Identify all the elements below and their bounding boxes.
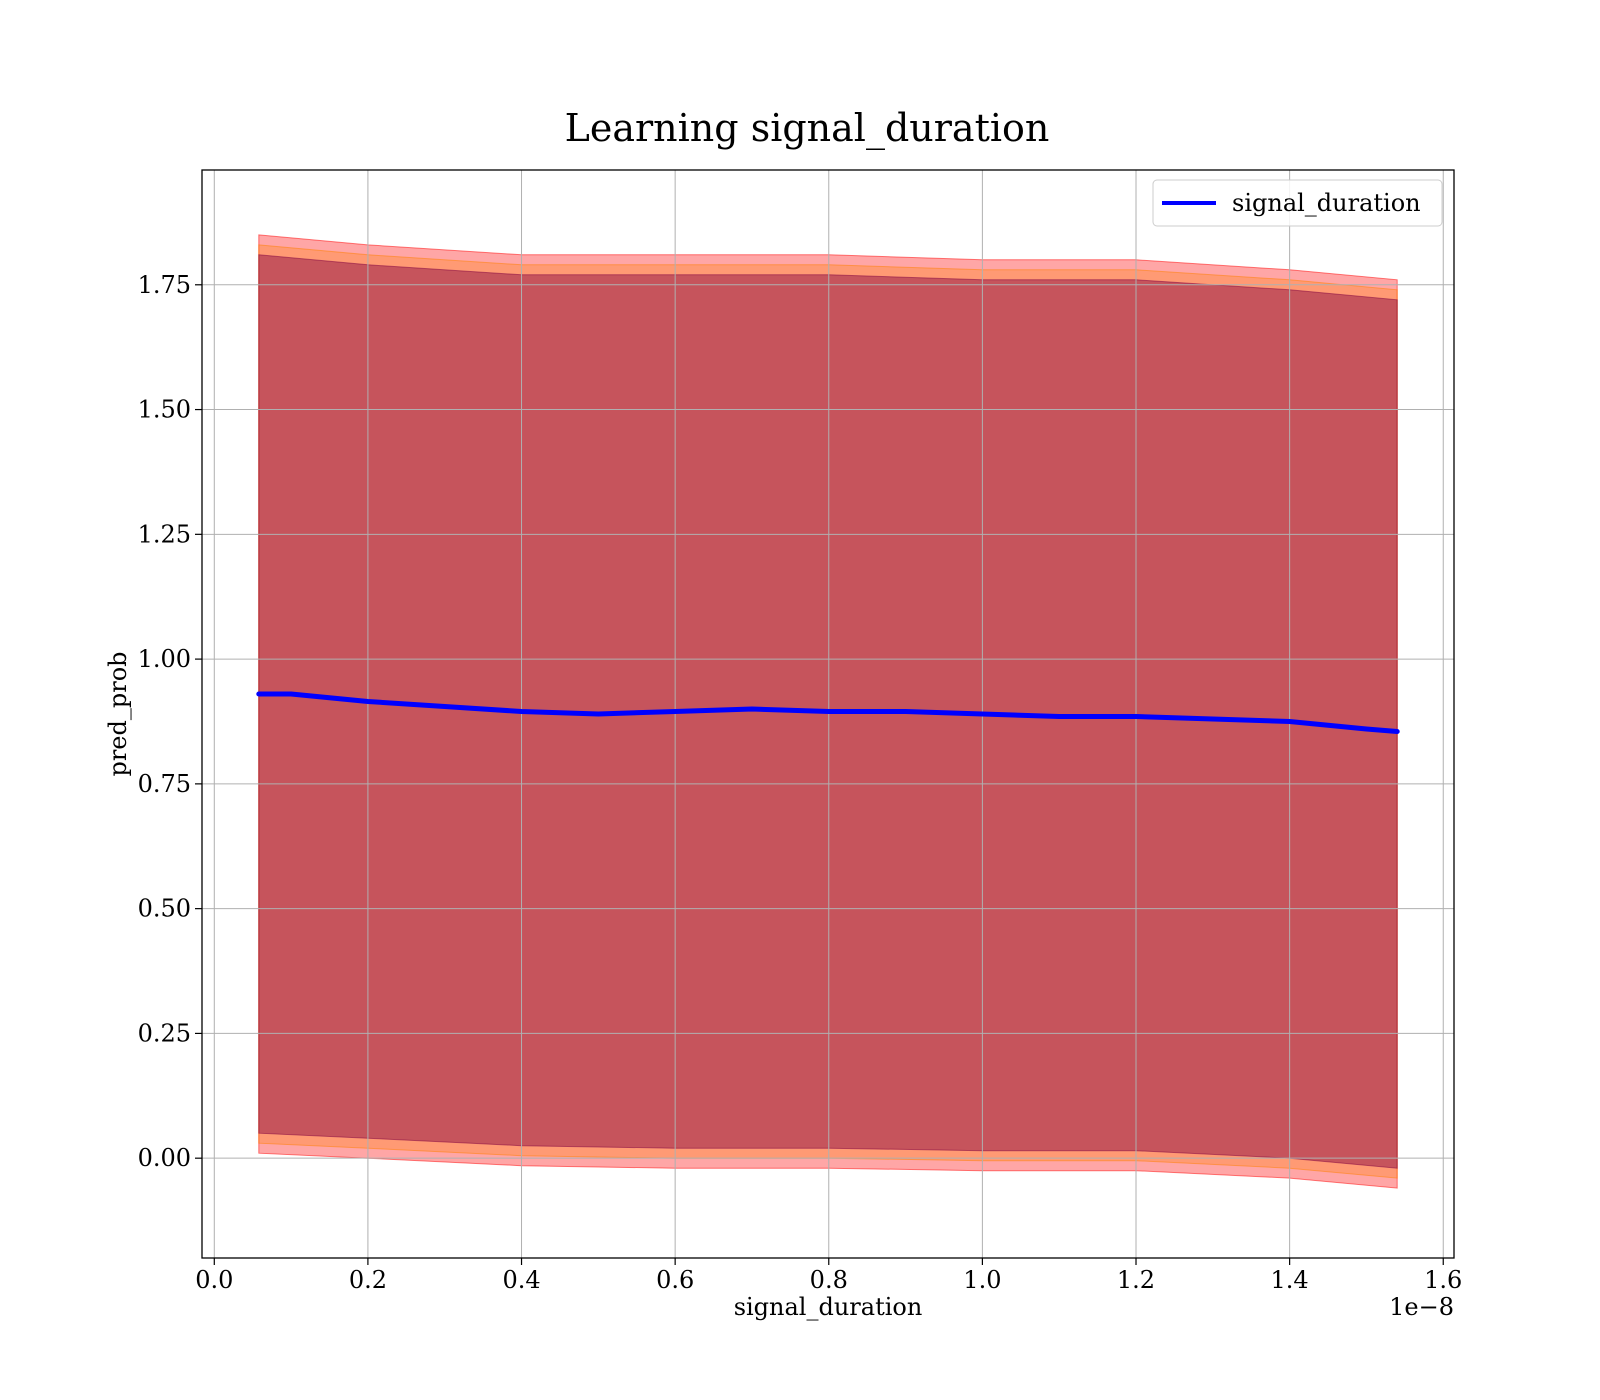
x-tick-label: 0.2 xyxy=(349,1266,387,1294)
legend-label: signal_duration xyxy=(1232,189,1421,217)
y-tick-label: 1.25 xyxy=(138,520,191,548)
x-axis-ticks: 0.0 0.2 0.4 0.6 0.8 1.0 1.2 1.4 1.6 xyxy=(195,1258,1462,1294)
x-tick-label: 0.8 xyxy=(810,1266,848,1294)
y-tick-label: 0.50 xyxy=(138,895,191,923)
legend: signal_duration xyxy=(1152,179,1443,227)
legend-box xyxy=(1152,179,1443,227)
x-tick-label: 1.4 xyxy=(1271,1266,1309,1294)
x-tick-label: 0.0 xyxy=(195,1266,233,1294)
y-tick-label: 1.75 xyxy=(138,271,191,299)
x-tick-label: 0.4 xyxy=(502,1266,540,1294)
plot-area xyxy=(201,169,1455,1259)
x-tick-label: 1.6 xyxy=(1424,1266,1462,1294)
x-tick-label: 1.0 xyxy=(963,1266,1001,1294)
chart-title: Learning signal_duration xyxy=(565,106,1050,151)
series-layer xyxy=(256,691,1400,734)
axes-frame xyxy=(201,169,1455,1259)
x-axis-label: signal_duration xyxy=(734,1293,923,1321)
y-tick-label: 0.25 xyxy=(138,1019,191,1047)
series-line-0 xyxy=(256,691,1400,734)
x-tick-label: 0.6 xyxy=(656,1266,694,1294)
y-tick-label: 0.00 xyxy=(138,1144,191,1172)
y-tick-label: 0.75 xyxy=(138,770,191,798)
x-tick-label: 1.2 xyxy=(1117,1266,1155,1294)
y-axis-ticks: 0.00 0.25 0.50 0.75 1.00 1.25 1.50 1.75 xyxy=(138,271,202,1172)
y-tick-label: 1.50 xyxy=(138,396,191,424)
y-axis-label: pred_prob xyxy=(104,651,132,776)
y-tick-label: 1.00 xyxy=(138,645,191,673)
x-axis-offset-label: 1e−8 xyxy=(1389,1293,1454,1321)
